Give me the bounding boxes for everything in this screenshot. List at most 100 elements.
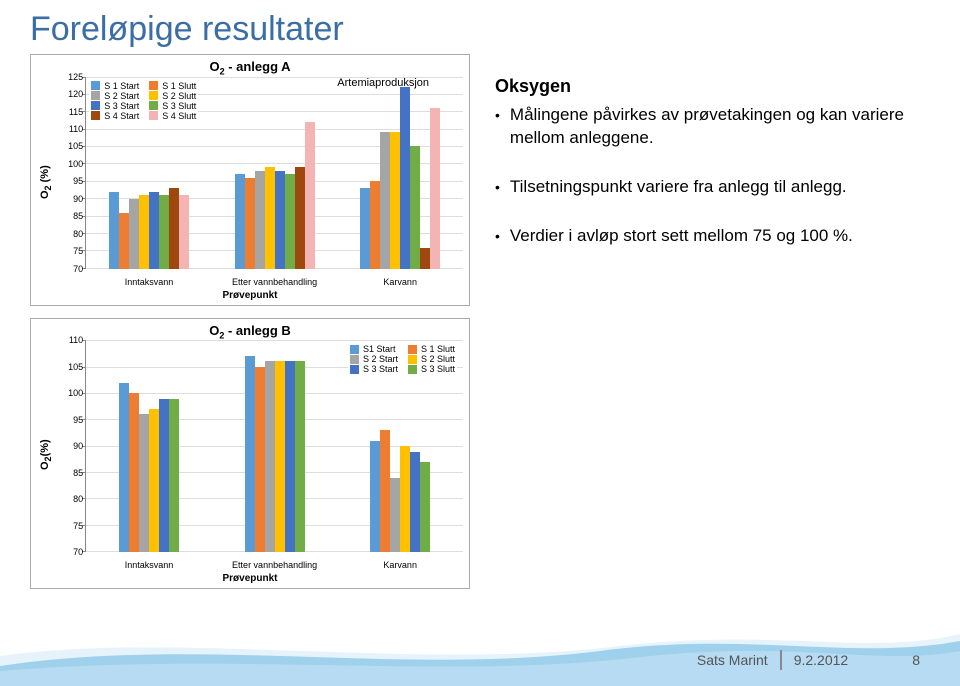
footer-separator — [780, 650, 782, 670]
bar — [370, 181, 380, 268]
legend-swatch — [91, 111, 100, 120]
bar — [360, 188, 370, 268]
bar — [380, 132, 390, 268]
y-tick: 95 — [73, 415, 83, 425]
legend-label: S 2 Slutt — [162, 91, 196, 101]
bar — [390, 132, 400, 268]
text-column: Oksygen • Målingene påvirkes av prøvetak… — [495, 54, 925, 601]
bar — [390, 478, 400, 552]
bar — [149, 192, 159, 269]
y-tick: 105 — [68, 362, 83, 372]
bar — [169, 188, 179, 268]
legend-item: S 4 Start — [91, 111, 139, 121]
footer-brand: Sats Marint — [697, 652, 768, 668]
legend-item: S 3 Slutt — [149, 101, 196, 111]
bar — [119, 383, 129, 553]
bar — [109, 192, 119, 269]
y-tick: 70 — [73, 547, 83, 557]
legend-swatch — [149, 91, 158, 100]
legend-swatch — [91, 81, 100, 90]
y-tick: 110 — [69, 124, 83, 134]
legend-swatch — [149, 81, 158, 90]
y-tick: 115 — [69, 107, 83, 117]
content-heading: Oksygen — [495, 74, 925, 98]
y-tick: 100 — [68, 159, 83, 169]
bullet-2: • Tilsetningspunkt variere fra anlegg ti… — [495, 176, 925, 199]
bar — [159, 195, 169, 268]
bullet-1: • Målingene påvirkes av prøvetakingen og… — [495, 104, 925, 150]
footer-date: 9.2.2012 — [794, 652, 849, 668]
bar — [169, 399, 179, 553]
legend-swatch — [350, 355, 359, 364]
legend-label: S 2 Slutt — [421, 354, 455, 364]
chart-b: O2 - anlegg BO2(%)707580859095100105110I… — [30, 318, 470, 590]
y-tick: 90 — [73, 194, 83, 204]
x-tick: Inntaksvann — [125, 560, 174, 570]
x-tick: Karvann — [383, 560, 417, 570]
bar-group — [337, 77, 463, 269]
bar — [265, 361, 275, 552]
legend-swatch — [91, 101, 100, 110]
x-axis-label: Prøvepunkt — [31, 572, 469, 588]
y-tick: 70 — [73, 264, 83, 274]
bar — [295, 167, 305, 268]
bar — [410, 452, 420, 553]
x-tick: Inntaksvann — [125, 277, 174, 287]
legend-swatch — [350, 345, 359, 354]
bar — [400, 446, 410, 552]
bullet-text: Tilsetningspunkt variere fra anlegg til … — [510, 176, 847, 199]
y-tick: 95 — [73, 176, 83, 186]
bar — [139, 195, 149, 268]
legend-label: S 4 Start — [104, 111, 139, 121]
bar — [285, 174, 295, 268]
y-tick: 105 — [68, 141, 83, 151]
legend-label: S1 Start — [363, 344, 396, 354]
bar — [295, 361, 305, 552]
legend-item: S 1 Slutt — [149, 81, 196, 91]
slide-footer: Sats Marint 9.2.2012 8 — [697, 650, 920, 670]
bar — [400, 87, 410, 269]
legend-label: S 2 Start — [363, 354, 398, 364]
chart-body: O2(%)707580859095100105110InntaksvannEtt… — [31, 340, 469, 572]
legend-swatch — [149, 111, 158, 120]
bar — [159, 399, 169, 553]
bar — [305, 122, 315, 269]
legend-label: S 3 Start — [363, 364, 398, 374]
charts-column: O2 - anlegg AO2 (%)707580859095100105110… — [30, 54, 470, 601]
y-tick: 75 — [73, 246, 83, 256]
legend-item: S 2 Slutt — [408, 354, 455, 364]
y-tick: 80 — [73, 229, 83, 239]
footer-page: 8 — [912, 652, 920, 668]
bar — [285, 361, 295, 552]
annotation: Artemiaproduksjon — [337, 77, 429, 89]
legend-item: S1 Start — [350, 344, 398, 354]
bar-group — [212, 340, 338, 552]
legend-label: S 1 Start — [104, 81, 139, 91]
legend-swatch — [91, 91, 100, 100]
legend-swatch — [408, 365, 417, 374]
bar — [380, 430, 390, 552]
bar — [129, 199, 139, 269]
y-tick: 110 — [69, 335, 83, 345]
y-tick: 100 — [68, 388, 83, 398]
bar — [420, 248, 430, 269]
plot-area: 707580859095100105110InntaksvannEtter va… — [55, 340, 463, 570]
legend-item: S 2 Start — [91, 91, 139, 101]
bar — [255, 171, 265, 269]
bullet-3: • Verdier i avløp stort sett mellom 75 o… — [495, 225, 925, 248]
legend-label: S 2 Start — [104, 91, 139, 101]
legend-swatch — [149, 101, 158, 110]
bar — [430, 108, 440, 269]
legend-item: S 1 Start — [91, 81, 139, 91]
legend-item: S 2 Slutt — [149, 91, 196, 101]
chart-title: O2 - anlegg A — [31, 55, 469, 77]
chart-title: O2 - anlegg B — [31, 319, 469, 341]
chart-a: O2 - anlegg AO2 (%)707580859095100105110… — [30, 54, 470, 306]
y-axis-label: O2 (%) — [37, 77, 55, 287]
bar — [245, 356, 255, 552]
bullet-text: Målingene påvirkes av prøvetakingen og k… — [510, 104, 925, 150]
bullet-icon: • — [495, 176, 500, 199]
bar — [119, 213, 129, 269]
legend-swatch — [350, 365, 359, 374]
legend-label: S 1 Slutt — [162, 81, 196, 91]
